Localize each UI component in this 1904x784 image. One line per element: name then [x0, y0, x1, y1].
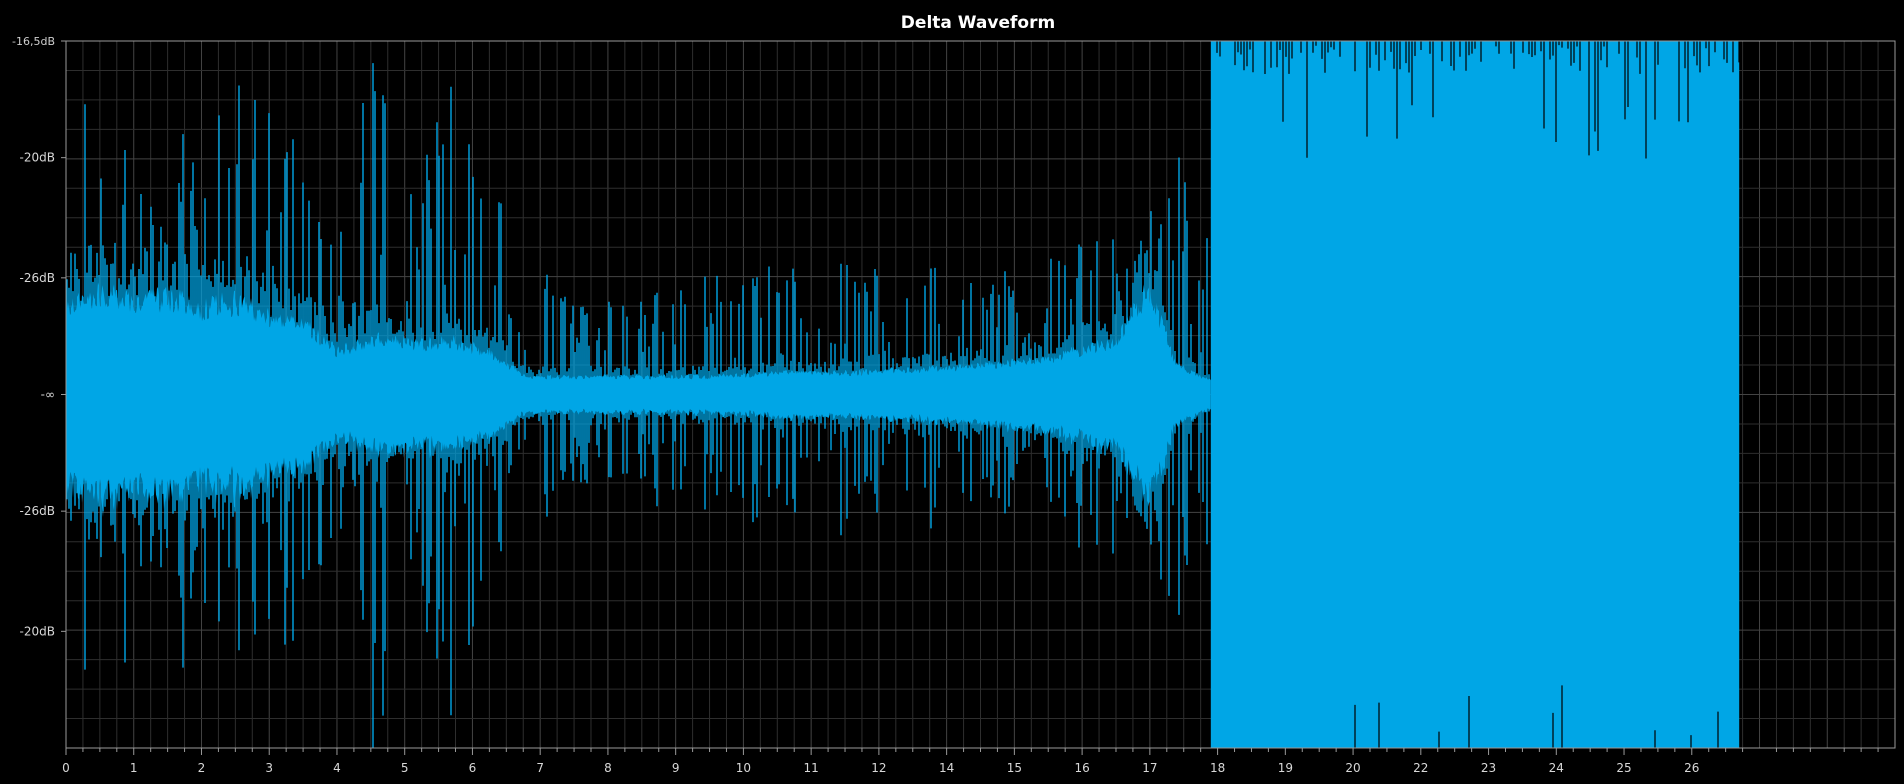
- x-tick-label: 6: [469, 761, 477, 775]
- waveform-dense-notches: [1216, 41, 1740, 748]
- chart-title: Delta Waveform: [901, 13, 1055, 33]
- y-tick-label: -20dB: [20, 624, 55, 638]
- x-tick-label: 0: [62, 761, 70, 775]
- y-tick-label: -20dB: [20, 151, 55, 165]
- x-tick-label: 12: [871, 761, 886, 775]
- x-tick-label: 8: [604, 761, 612, 775]
- waveform-layer: [66, 41, 1740, 748]
- x-tick-label: 1: [130, 761, 138, 775]
- y-tick-label: -26dB: [20, 271, 55, 285]
- x-tick-label: 19: [1278, 761, 1293, 775]
- x-tick-label: 17: [1142, 761, 1157, 775]
- x-tick-label: 16: [1074, 761, 1089, 775]
- x-tick-label: 4: [333, 761, 341, 775]
- y-tick-label: -26dB: [20, 504, 55, 518]
- x-tick-label: 3: [265, 761, 273, 775]
- x-tick-label: 25: [1616, 761, 1631, 775]
- x-tick-label: 20: [1345, 761, 1360, 775]
- x-tick-label: 24: [1549, 761, 1564, 775]
- x-tick-label: 18: [1210, 761, 1225, 775]
- x-tick-label: 5: [401, 761, 409, 775]
- axis-layer: 0 1 2 3 4 5 6 7 8 9 10 11 12 14 15 16 17 18 19 20 22 23 24 25 26…: [12, 35, 1896, 775]
- x-tick-label: 14: [939, 761, 954, 775]
- x-tick-label: 11: [804, 761, 819, 775]
- waveform-transients: [66, 63, 1210, 748]
- x-tick-label: 22: [1413, 761, 1428, 775]
- x-tick-label: 26: [1684, 761, 1699, 775]
- x-tick-label: 9: [672, 761, 680, 775]
- y-tick-label: -∞: [41, 388, 55, 402]
- x-tick-label: 10: [736, 761, 751, 775]
- x-tick-label: 2: [198, 761, 206, 775]
- waveform-dense-region: [1210, 41, 1740, 748]
- x-tick-label: 15: [1007, 761, 1022, 775]
- y-tick-label: -16,5dB: [12, 35, 55, 48]
- x-tick-label: 23: [1481, 761, 1496, 775]
- x-tick-label: 7: [536, 761, 544, 775]
